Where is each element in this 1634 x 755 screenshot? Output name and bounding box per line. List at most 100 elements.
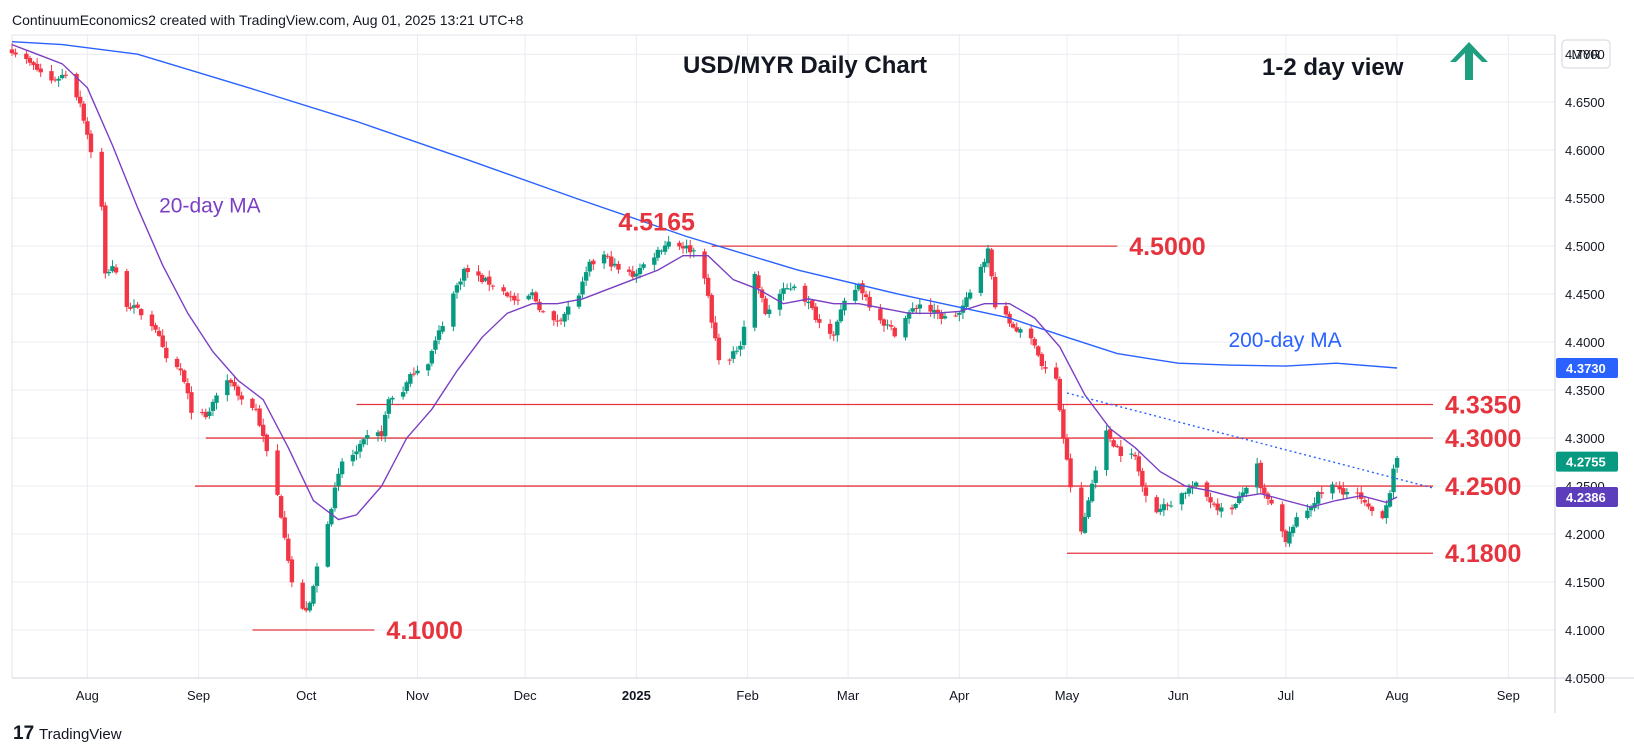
candle-body [838,309,844,322]
candle-body [1039,354,1045,367]
annotation-label: 200-day MA [1228,329,1341,352]
price-axis[interactable]: 4.7000 4.6500 4.6000 4.5500 4.5000 4.4500 4.40… [1565,47,1605,686]
candle-body [867,296,872,308]
candle-body [304,607,309,611]
candle-body [583,272,589,281]
candle-body [103,205,108,274]
candle-body [1115,445,1120,448]
candle-body [810,300,815,309]
candle-body [964,297,969,307]
candle-body [616,263,621,270]
candle-body [1186,488,1192,494]
candle-body [813,306,818,321]
candle-body [1254,463,1260,488]
price-tick-label: 4.5000 [1565,239,1605,254]
candle-body [275,450,280,495]
candle-body [1179,493,1185,505]
candle-body [357,443,363,452]
svg-text:17: 17 [13,723,34,744]
candle-body [655,249,661,258]
price-badges: 4.3730 4.2755 4.2386 [1556,358,1618,508]
price-badge [1556,487,1618,508]
moving-averages [11,41,1434,521]
price-tick-label: 4.3000 [1565,431,1605,446]
tradingview-logo-icon[interactable]: 17 [13,723,34,744]
candle-body [60,74,65,79]
time-axis[interactable]: Aug Sep Oct Nov Dec 2025 Feb Mar Apr May Jun Jul Aug… [76,688,1520,703]
candle-body [1111,440,1116,447]
candle-body [734,350,740,352]
candle-body [630,271,635,277]
candle-body [286,538,291,561]
candle-body [1369,506,1375,512]
level-label: 4.1800 [1445,540,1521,568]
candle-body [1104,430,1109,471]
candle-body [1061,409,1066,439]
candle-body [386,399,391,414]
candle-body [487,276,492,285]
time-tick-label: Sep [1497,688,1520,703]
tradingview-brand[interactable]: TradingView [39,726,122,743]
candle-body [587,261,592,272]
time-tick-label: Jul [1278,688,1295,703]
candle-body [1394,457,1400,468]
candle-body [282,517,287,538]
candle-body [806,301,811,304]
candle-body [878,308,883,321]
candle-body [106,272,112,274]
view-label: 1-2 day view [1262,54,1404,81]
candle-body [81,103,86,121]
candle-body [1132,454,1138,457]
candle-body [1010,323,1016,328]
candle-body [1154,497,1159,513]
candle-body [634,273,639,277]
price-badge [1556,451,1618,472]
currency-button[interactable] [1561,39,1611,69]
candle-body [476,271,481,276]
candle-body [759,289,765,298]
candle-body [63,74,69,76]
candle-body [953,315,958,317]
candle-body [1308,507,1314,511]
candle-body [1355,492,1360,494]
candle-body [207,411,212,417]
candle-body [1391,468,1396,493]
candle-body [910,308,915,312]
ma200-line [11,41,1398,369]
candle-body [1341,488,1346,495]
candle-body [1140,470,1145,487]
price-tick-label: 4.2000 [1565,527,1605,542]
candle-body [458,281,463,285]
candle-body [501,287,506,292]
candle-body [461,268,467,281]
candle-body [982,261,987,268]
candle-body [985,248,991,264]
candle-body [160,335,165,347]
candle-body [189,392,194,413]
candle-body [278,496,284,518]
candle-body [1337,486,1342,490]
candle-body [110,266,115,272]
candle-body [1280,504,1285,532]
candle-body [989,249,994,277]
candle-body [153,325,158,330]
candle-body [27,58,33,63]
candle-body [666,241,671,247]
candle-body [1064,437,1070,460]
candle-body [440,325,445,332]
candle-body [257,408,262,426]
currency-label: MYR [1572,47,1601,62]
candle-body [637,268,643,275]
candle-body [1229,507,1235,510]
candle-body [652,257,657,265]
candle-body [1333,485,1339,487]
candle-body [641,264,646,268]
annotations: 4.5165 20-day MA 200-day MA [159,195,1342,352]
candle-body [1183,492,1188,494]
candle-body [199,412,205,414]
candle-body [429,350,435,364]
candle-body [77,96,83,104]
candle-body [214,395,219,403]
